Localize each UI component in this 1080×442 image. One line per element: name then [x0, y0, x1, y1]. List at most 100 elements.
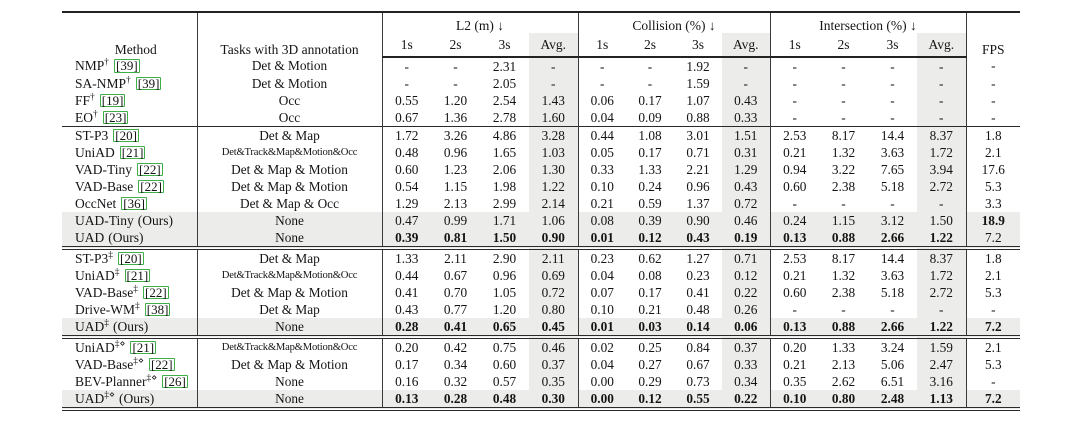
- citation-link[interactable]: [23]: [102, 109, 129, 125]
- results-table: Method Tasks with 3D annotation L2 (m) ↓…: [62, 11, 1021, 411]
- citation-link[interactable]: [26]: [162, 373, 188, 389]
- cell-collision-2s: 0.29: [638, 373, 662, 389]
- cell-fps: -: [965, 57, 1021, 75]
- method-cell: VAD-Tiny [22]: [62, 161, 197, 178]
- method-name: EO: [75, 109, 93, 125]
- cell-collision-1s: 0.23: [577, 246, 626, 267]
- cell-collision-3s: 0.48: [686, 301, 710, 317]
- cell-collision-avg: 0.22: [722, 284, 770, 301]
- cell-fps: 5.3: [965, 178, 1021, 195]
- cell-collision-avg: 0.71: [722, 246, 770, 267]
- citation-link[interactable]: [38]: [144, 301, 171, 317]
- cell-l2-1s: 0.60: [381, 161, 431, 178]
- method-superscript-mark: †: [126, 75, 131, 85]
- cell-intersection-2s: 2.13: [831, 356, 856, 372]
- cell-l2-3s: 2.78: [492, 109, 517, 125]
- cell-l2-2s: 3.26: [431, 126, 480, 144]
- citation-link[interactable]: [39]: [135, 75, 162, 91]
- citation-link[interactable]: [39]: [114, 58, 140, 73]
- cell-intersection-avg: 8.37: [917, 246, 967, 267]
- method-cell: FF† [19]: [62, 92, 197, 109]
- cell-collision-1s: 0.04: [577, 267, 626, 284]
- subcol-l2-2s: 2s: [431, 33, 480, 58]
- table-row: VAD-Base‡⋄ [22] Det & Map & Motion 0.17 0.34…: [62, 356, 1021, 373]
- cell-l2-1s: 0.54: [381, 178, 431, 195]
- table-row: VAD-Base‡ [22] Det & Map & Motion 0.41 0.70 1…: [62, 284, 1021, 301]
- method-cell: SA-NMP† [39]: [62, 75, 197, 92]
- cell-collision-avg: 0.43: [722, 178, 770, 195]
- method-superscript-mark: †: [93, 109, 98, 119]
- citation-link[interactable]: [20]: [118, 250, 144, 266]
- cell-l2-avg: 1.43: [529, 92, 578, 109]
- method-superscript-mark: ‡⋄: [146, 373, 158, 383]
- citation-link[interactable]: [21]: [124, 267, 151, 283]
- cell-fps: 18.9: [965, 212, 1021, 229]
- cell-l2-1s: 0.43: [381, 301, 431, 318]
- citation-link[interactable]: [22]: [143, 284, 169, 300]
- cell-intersection-3s: 3.24: [868, 335, 917, 356]
- cell-collision-avg: 0.33: [722, 109, 770, 127]
- tasks-cell: Det & Map: [196, 246, 382, 267]
- method-cell: EO† [23]: [62, 109, 197, 127]
- cell-l2-3s: 0.60: [492, 356, 517, 372]
- cell-intersection-3s: 2.48: [868, 390, 917, 411]
- cell-intersection-3s: -: [890, 92, 895, 108]
- cell-collision-1s: -: [577, 57, 626, 75]
- subcol-l2-3s: 3s: [480, 33, 529, 58]
- ours-suffix: (Ours): [113, 318, 149, 334]
- cell-collision-1s: 0.00: [577, 373, 626, 390]
- cell-collision-2s: 1.08: [626, 126, 674, 144]
- method-name: BEV-Planner: [75, 373, 147, 389]
- cell-intersection-1s: 0.21: [769, 356, 819, 373]
- cell-collision-2s: 0.24: [638, 178, 662, 194]
- cell-l2-3s: 0.57: [492, 373, 517, 389]
- method-cell: VAD-Base‡⋄ [22]: [62, 356, 197, 373]
- table-row: NMP† [39] Det & Motion - -2.31- - -1.92- - - - - -: [62, 57, 1021, 75]
- method-name: SA-NMP: [75, 75, 127, 91]
- method-name: OccNet: [75, 195, 117, 211]
- cell-intersection-avg: 2.72: [917, 178, 967, 195]
- method-name: VAD-Tiny: [75, 161, 133, 177]
- citation-link[interactable]: [19]: [99, 92, 126, 108]
- cell-intersection-3s: 5.06: [880, 356, 905, 372]
- table-row: ST-P3‡ [20] Det & Map 1.33 2.11 2.90 2.11 0.23 0…: [62, 246, 1021, 267]
- cell-collision-3s: 0.90: [674, 212, 722, 229]
- method-cell: NMP† [39]: [62, 57, 197, 75]
- citation-link[interactable]: [22]: [137, 161, 163, 177]
- method-superscript-mark: †: [90, 92, 95, 102]
- method-cell: Drive-WM‡ [38]: [62, 301, 197, 318]
- method-superscript-mark: ‡: [114, 267, 120, 277]
- cell-l2-2s: -: [453, 58, 458, 74]
- cell-collision-3s: 1.27: [674, 246, 722, 267]
- citation-link[interactable]: [20]: [113, 127, 139, 143]
- cell-collision-3s: 0.23: [686, 267, 710, 283]
- cell-intersection-2s: 1.32: [831, 267, 856, 283]
- cell-intersection-3s: -: [890, 301, 895, 317]
- cell-collision-2s: 0.27: [638, 356, 662, 372]
- method-name: VAD-Base: [75, 284, 134, 300]
- cell-intersection-1s: -: [769, 195, 819, 212]
- cell-collision-3s: 0.43: [674, 229, 722, 248]
- cell-l2-avg: 0.69: [529, 267, 578, 284]
- method-name: VAD-Base: [75, 356, 134, 372]
- cell-fps: 7.2: [965, 229, 1021, 248]
- method-cell: VAD-Base [22]: [62, 178, 197, 195]
- cell-collision-2s: 1.33: [638, 161, 662, 177]
- citation-link[interactable]: [21]: [119, 144, 146, 160]
- citation-link[interactable]: [36]: [121, 195, 147, 211]
- citation-link[interactable]: [22]: [138, 178, 164, 194]
- cell-l2-avg: 0.30: [529, 390, 578, 411]
- cell-fps: 5.3: [965, 284, 1021, 301]
- cell-l2-3s: 2.31: [492, 58, 517, 74]
- method-name: UniAD: [75, 144, 115, 160]
- method-name: VAD-Base: [75, 178, 134, 194]
- method-name: UniAD: [75, 267, 115, 283]
- subcol-l2-1s: 1s: [381, 33, 431, 58]
- citation-link[interactable]: [21]: [130, 339, 157, 355]
- cell-fps: 5.3: [965, 356, 1021, 373]
- cell-collision-1s: 0.00: [577, 390, 626, 411]
- header-l2: L2 (m) ↓: [381, 12, 578, 33]
- cell-collision-1s: 0.04: [577, 356, 626, 373]
- cell-intersection-avg: 1.22: [917, 229, 967, 248]
- citation-link[interactable]: [22]: [148, 356, 175, 372]
